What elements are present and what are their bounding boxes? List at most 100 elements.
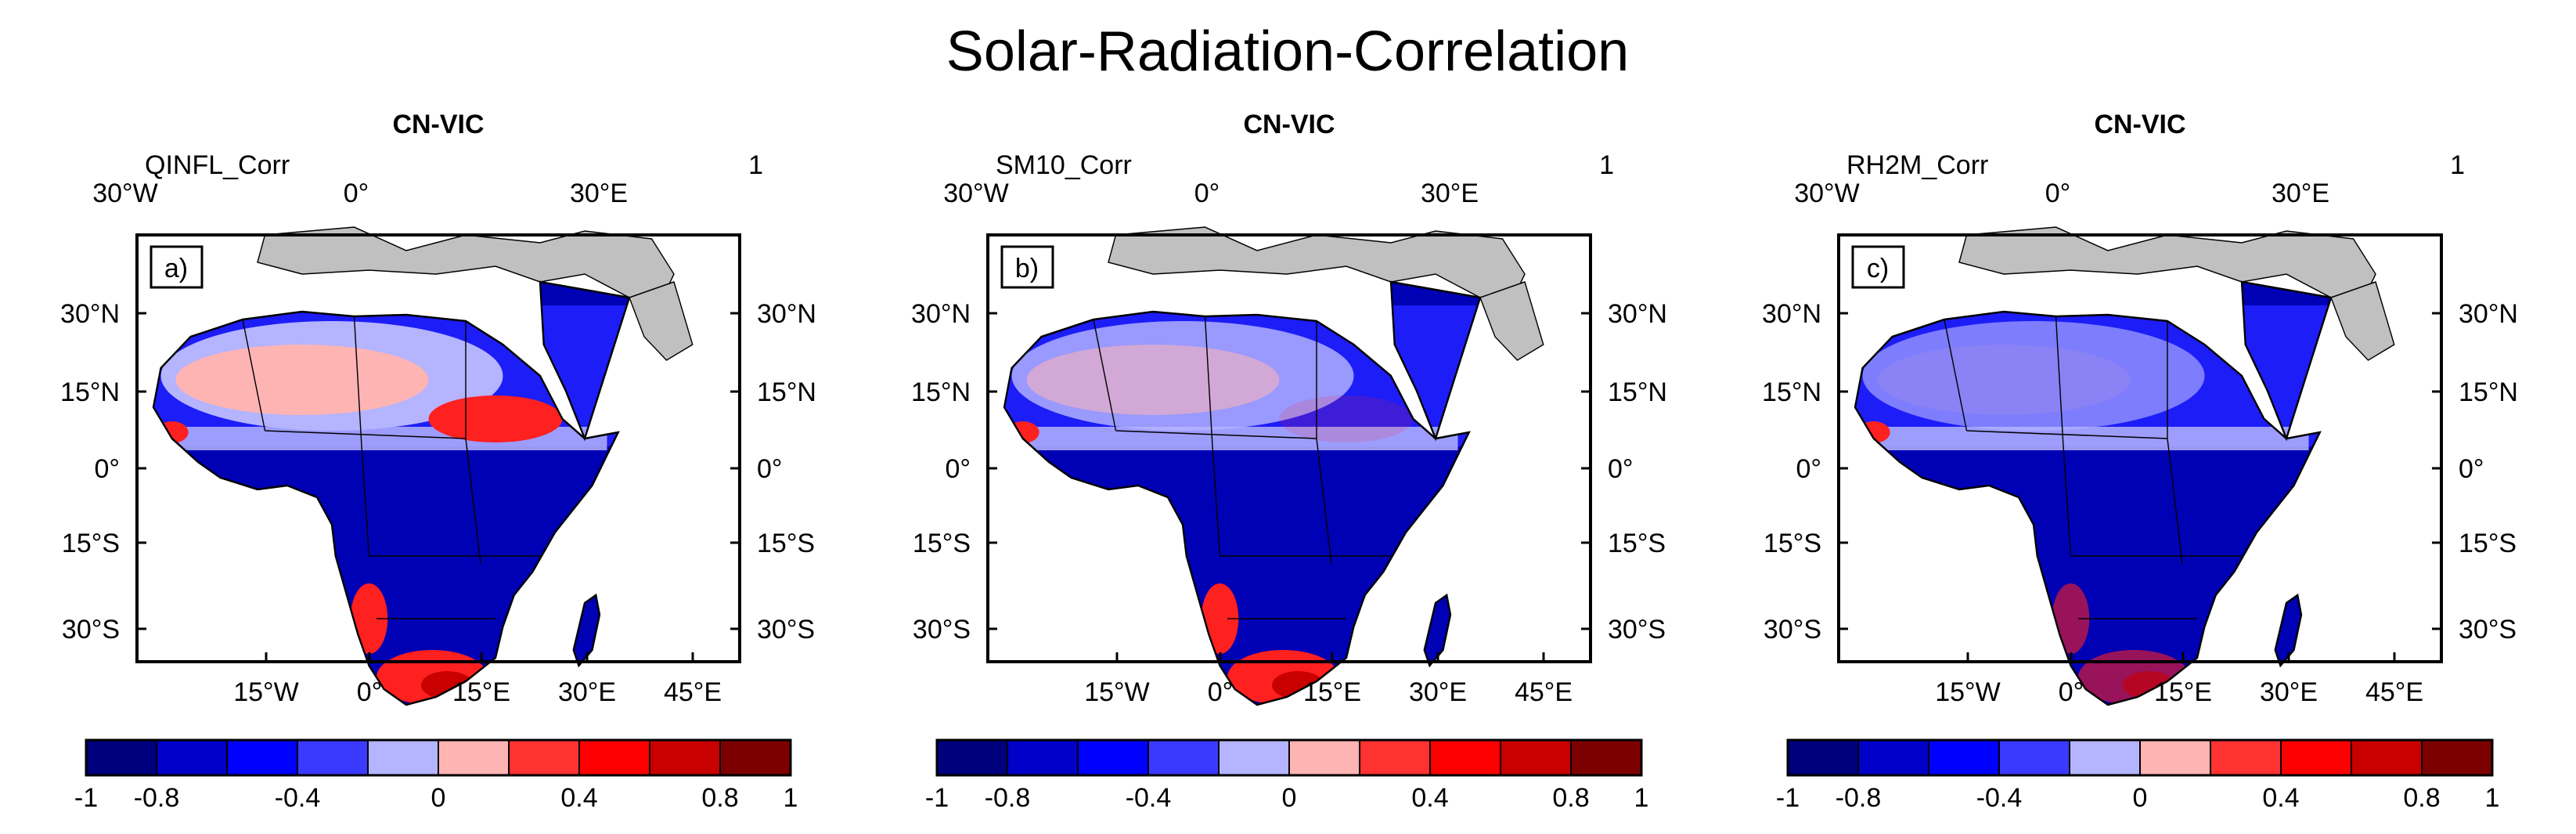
colorbar-cell	[2421, 739, 2493, 776]
lat-tick-right: 30°S	[2459, 615, 2517, 644]
country-border	[1944, 319, 1968, 431]
figure-title: Solar-Radiation-Correlation	[946, 20, 1629, 83]
field-north-light	[1862, 321, 2205, 431]
field-namibia-red	[2052, 583, 2090, 654]
field-namibia-red	[350, 583, 388, 654]
lat-tick-left: 30°N	[60, 299, 120, 329]
iran-landmass	[629, 281, 694, 361]
colorbar-cell	[85, 739, 157, 776]
colorbar-tick-label: 1	[784, 783, 798, 813]
colorbar-cell	[508, 739, 580, 776]
colorbar-cell	[1928, 739, 2000, 776]
map-panel-2: CN-VIC SM10_Corr 1 30°W 0° 30°E b) 30°N 30°N 15°N…	[911, 110, 1667, 813]
colorbar-tick-label: 0.8	[701, 783, 738, 813]
top-lon-tick: 30°W	[943, 179, 1009, 208]
colorbar-cell	[1570, 739, 1642, 776]
colorbar-frame	[935, 738, 1643, 777]
colorbar-cell	[1007, 739, 1079, 776]
colorbar-tick-label: -0.8	[985, 783, 1031, 813]
country-border	[1204, 316, 1213, 447]
panel-label: b)	[1015, 254, 1039, 283]
top-lon-tick: 30°E	[1421, 179, 1479, 208]
panel-model-name: CN-VIC	[2094, 110, 2185, 139]
lat-tick-left: 15°N	[60, 377, 120, 407]
colorbar-cell	[1429, 739, 1501, 776]
country-border	[2063, 446, 2072, 557]
lat-tick-right: 30°N	[757, 299, 816, 329]
field-sudan-red	[1279, 395, 1414, 442]
top-lon-tick: 0°	[1194, 179, 1220, 208]
bottom-lon-tick: 45°E	[2365, 677, 2423, 707]
bottom-lon-tick: 15°E	[452, 677, 510, 707]
lat-tick-left: 15°S	[1764, 529, 1821, 558]
top-lon-tick: 30°W	[92, 179, 158, 208]
colorbar-frame	[1786, 738, 2494, 777]
panel-variable-name: RH2M_Corr	[1846, 150, 1988, 180]
country-border	[1316, 438, 1332, 565]
colorbar-tick-label: 0.4	[560, 783, 597, 813]
lat-tick-right: 15°S	[2459, 529, 2517, 558]
colorbar-tick-label: 1	[2485, 783, 2500, 813]
field-north-pink	[1877, 345, 2131, 415]
colorbar-cell	[1288, 739, 1360, 776]
lat-tick-left: 15°S	[62, 529, 120, 558]
lat-tick-right: 30°S	[757, 615, 815, 644]
colorbar-tick-label: -0.4	[1976, 783, 2023, 813]
panels-group: CN-VIC QINFL_Corr 1 30°W 0° 30°E a) 30°N 30°N 15°…	[60, 110, 2518, 813]
country-border	[361, 446, 370, 557]
colorbar-cell	[1077, 739, 1149, 776]
bottom-lon-tick: 15°E	[2154, 677, 2212, 707]
colorbar-cell	[719, 739, 791, 776]
panel-top-right-label: 1	[1599, 150, 1614, 180]
iran-landmass	[1479, 281, 1544, 361]
colorbar-cell	[2069, 739, 2141, 776]
lat-tick-right: 15°S	[1608, 529, 1666, 558]
lat-tick-left: 0°	[94, 454, 120, 484]
field-sahel-band	[1855, 427, 2309, 450]
colorbar-cell	[367, 739, 439, 776]
colorbar-tick-label: 0	[431, 783, 446, 813]
colorbar-tick-label: 0.4	[2262, 783, 2299, 813]
country-border	[1966, 430, 2168, 439]
colorbar-cell	[1218, 739, 1290, 776]
lat-tick-left: 30°S	[913, 615, 971, 644]
colorbar-tick-label: 0.4	[1411, 783, 1448, 813]
lat-tick-right: 15°N	[1608, 377, 1667, 407]
colorbar-tick-label: -0.8	[134, 783, 180, 813]
lat-tick-left: 30°S	[1764, 615, 1821, 644]
map-frame	[135, 233, 741, 663]
lat-tick-right: 30°S	[1608, 615, 1666, 644]
bottom-lon-tick: 30°E	[1409, 677, 1467, 707]
colorbar-cell	[1998, 739, 2070, 776]
colorbar-cell	[156, 739, 228, 776]
lat-tick-right: 15°N	[2459, 377, 2518, 407]
colorbar-cell	[578, 739, 650, 776]
bottom-lon-tick: 15°W	[1935, 677, 2001, 707]
colorbar-tick-label: -1	[925, 783, 949, 813]
top-lon-tick: 0°	[2045, 179, 2071, 208]
bottom-lon-tick: 15°W	[233, 677, 299, 707]
panel-variable-name: QINFL_Corr	[145, 150, 290, 180]
field-namibia-red	[1201, 583, 1239, 654]
country-border	[2167, 438, 2183, 565]
lat-tick-left: 0°	[1796, 454, 1821, 484]
panel-label: a)	[164, 254, 188, 283]
colorbar-cell	[2210, 739, 2282, 776]
lat-tick-right: 15°S	[757, 529, 815, 558]
colorbar-tick-label: 0.8	[1552, 783, 1589, 813]
bottom-lon-tick: 45°E	[664, 677, 722, 707]
bottom-lon-tick: 0°	[1208, 677, 1234, 707]
lat-tick-right: 0°	[2459, 454, 2484, 484]
colorbar-tick-label: 0	[2133, 783, 2148, 813]
panel-label: c)	[1867, 254, 1889, 283]
panel-top-right-label: 1	[748, 150, 763, 180]
panel-top-right-label: 1	[2450, 150, 2465, 180]
colorbar-tick-label: 1	[1634, 783, 1649, 813]
country-border	[1115, 430, 1317, 439]
colorbar-cell	[1787, 739, 1859, 776]
map-frame	[986, 233, 1592, 663]
colorbar-cell	[297, 739, 369, 776]
map-frame	[1837, 233, 2443, 663]
colorbar-frame	[85, 738, 792, 777]
colorbar-cell	[2351, 739, 2423, 776]
